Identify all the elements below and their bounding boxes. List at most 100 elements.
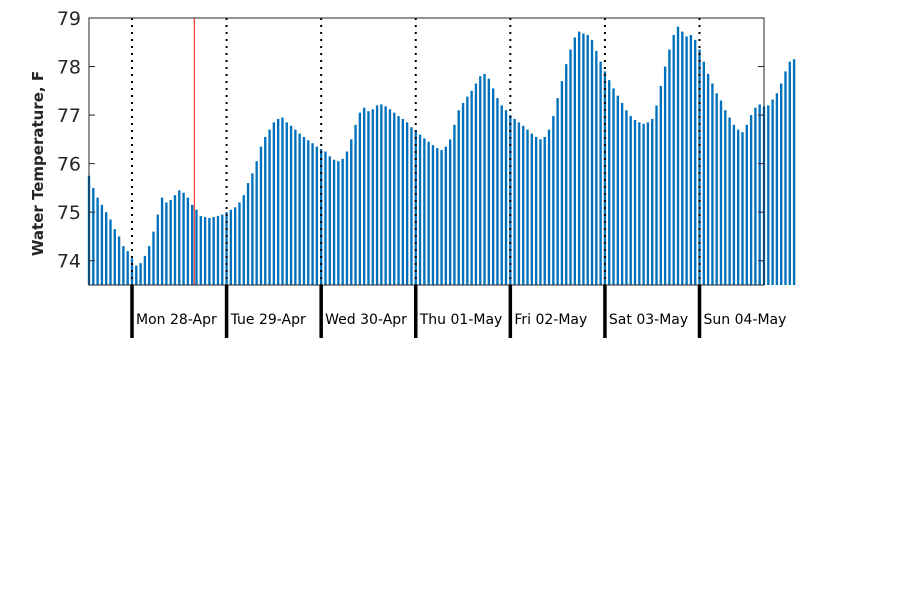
bar: [221, 214, 224, 285]
bar: [160, 197, 164, 285]
bar: [543, 136, 546, 285]
bar: [238, 202, 241, 285]
bar: [113, 229, 116, 285]
bar: [96, 197, 99, 285]
y-tick-label: 75: [57, 202, 81, 224]
bar: [689, 34, 693, 285]
bar: [358, 112, 362, 285]
bar: [285, 122, 288, 286]
bar: [608, 80, 611, 285]
bar: [393, 112, 396, 285]
bar: [100, 204, 104, 285]
bar: [105, 212, 108, 285]
bar: [491, 88, 495, 285]
bar: [225, 212, 228, 285]
bar: [685, 36, 688, 286]
bar: [638, 122, 641, 286]
day-label: Tue 29-Apr: [230, 312, 306, 328]
bar: [337, 161, 340, 285]
bar: [117, 236, 121, 285]
bar: [573, 37, 577, 285]
bar: [711, 83, 714, 285]
bar: [457, 110, 460, 286]
bar: [715, 93, 718, 285]
bar: [246, 183, 250, 285]
bar: [405, 122, 409, 286]
bar: [767, 105, 770, 285]
bar: [341, 158, 344, 285]
bar: [698, 49, 701, 285]
bar: [122, 246, 125, 285]
bar: [143, 255, 147, 285]
bar: [208, 218, 211, 285]
bar: [229, 209, 233, 285]
bar: [792, 59, 796, 286]
bar: [328, 156, 331, 285]
bar: [169, 200, 172, 285]
bar: [595, 51, 598, 286]
bar: [362, 107, 366, 285]
bar: [547, 129, 551, 285]
bar: [565, 64, 568, 286]
bar: [758, 104, 761, 285]
bar: [173, 195, 177, 285]
bar: [659, 85, 662, 286]
bar: [156, 214, 159, 285]
bar: [552, 116, 555, 285]
bar: [135, 265, 138, 285]
bar: [92, 187, 95, 285]
bar: [629, 116, 632, 285]
bar: [397, 116, 400, 285]
bar: [745, 124, 748, 285]
bar: [289, 125, 293, 286]
bar: [784, 71, 787, 286]
day-label: Sun 04-May: [704, 312, 787, 328]
bar: [724, 110, 727, 286]
bar: [586, 34, 589, 285]
bar: [427, 141, 430, 285]
y-tick-label: 74: [57, 251, 81, 273]
bar: [672, 34, 675, 285]
bar: [603, 71, 607, 286]
bar: [182, 192, 185, 285]
bar: [517, 122, 521, 286]
bar: [298, 133, 301, 285]
bar: [741, 132, 744, 285]
bar: [694, 39, 697, 285]
bar: [749, 115, 753, 285]
bar: [522, 125, 525, 286]
bar: [453, 124, 456, 285]
bar: [582, 33, 585, 285]
day-markers: Mon 28-Apr Tue 29-Apr Wed 30-Apr Thu 01-May…: [130, 285, 787, 338]
bar: [655, 105, 658, 285]
bar: [676, 26, 680, 286]
bar: [651, 118, 654, 285]
bar: [483, 73, 486, 285]
day-label: Thu 01-May: [419, 312, 503, 328]
y-tick-label: 78: [57, 57, 81, 79]
bar: [423, 138, 426, 285]
bar: [259, 146, 263, 285]
y-tick-label: 76: [57, 154, 81, 176]
bar: [186, 197, 190, 285]
day-label: Wed 30-Apr: [325, 312, 407, 328]
bar: [526, 129, 529, 285]
bar: [436, 148, 439, 285]
bar-series: [87, 26, 796, 286]
bar: [418, 134, 422, 285]
bar: [732, 124, 736, 285]
bar: [307, 140, 310, 285]
bar: [302, 136, 306, 285]
bar: [539, 139, 542, 285]
bar: [560, 81, 564, 285]
bar: [466, 96, 469, 285]
bar: [371, 109, 374, 286]
bar: [702, 61, 705, 285]
bar: [242, 195, 245, 285]
bar: [375, 105, 379, 285]
bar: [203, 217, 207, 285]
bar: [633, 119, 637, 285]
bar: [319, 149, 323, 285]
bar: [496, 98, 499, 285]
